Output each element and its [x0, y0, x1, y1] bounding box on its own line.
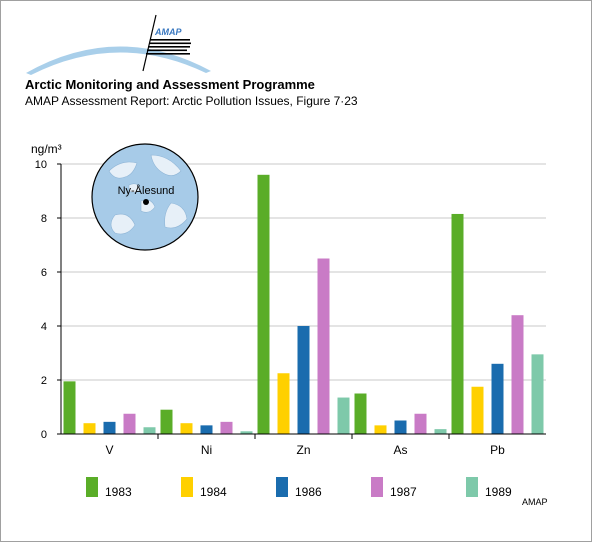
- x-category-label: As: [393, 443, 407, 457]
- header-title: Arctic Monitoring and Assessment Program…: [25, 77, 315, 92]
- bar-v-1989: [143, 427, 156, 434]
- legend-label-1987: 1987: [390, 485, 417, 499]
- bar-as-1983: [354, 393, 367, 434]
- station-label: Ny-Ålesund: [118, 184, 175, 197]
- bar-pb-1987: [511, 315, 524, 434]
- x-category-label: Ni: [201, 443, 212, 457]
- bar-as-1986: [394, 420, 407, 434]
- bar-zn-1983: [257, 174, 270, 435]
- legend-label-1983: 1983: [105, 485, 132, 499]
- legend: 1983 1984 1986 1987 1989: [86, 477, 512, 499]
- x-category-label: Pb: [490, 443, 505, 457]
- bar-v-1984: [83, 423, 96, 434]
- legend-label-1986: 1986: [295, 485, 322, 499]
- bar-ni-1983: [160, 409, 173, 434]
- y-tick-label: 10: [35, 159, 47, 171]
- map-landmass: [108, 154, 188, 235]
- legend-swatch-1986: [276, 477, 288, 497]
- station-marker: [143, 199, 149, 205]
- y-tick-label: 0: [41, 429, 47, 441]
- footer-credit: AMAP: [522, 497, 548, 507]
- bar-as-1984: [374, 425, 387, 434]
- arctic-map-inset: Ny-Ålesund: [91, 143, 199, 251]
- bar-pb-1986: [491, 363, 504, 434]
- bar-ni-1987: [220, 421, 233, 434]
- bars-layer: [63, 174, 544, 435]
- legend-swatch-1983: [86, 477, 98, 497]
- bar-zn-1987: [317, 258, 330, 434]
- legend-label-1984: 1984: [200, 485, 227, 499]
- bar-as-1987: [414, 413, 427, 434]
- legend-swatch-1984: [181, 477, 193, 497]
- bar-v-1986: [103, 421, 116, 434]
- legend-label-1989: 1989: [485, 485, 512, 499]
- bar-ni-1989: [240, 431, 253, 434]
- bar-v-1983: [63, 381, 76, 434]
- map-ocean: [91, 143, 199, 251]
- x-category-label: V: [105, 443, 113, 457]
- bar-zn-1989: [337, 397, 350, 434]
- y-tick-label: 8: [41, 213, 47, 225]
- legend-swatch-1989: [466, 477, 478, 497]
- x-category-label: Zn: [296, 443, 310, 457]
- y-tick-label: 2: [41, 375, 47, 387]
- logo-fine-print: [146, 39, 191, 55]
- y-tick-label: 6: [41, 267, 47, 279]
- y-tick-label: 4: [41, 321, 47, 333]
- legend-swatch-1987: [371, 477, 383, 497]
- bar-pb-1983: [451, 213, 464, 434]
- bar-pb-1989: [531, 354, 544, 434]
- logo-wordmark: AMAP: [154, 27, 182, 37]
- bar-pb-1984: [471, 386, 484, 434]
- header-subtitle: AMAP Assessment Report: Arctic Pollution…: [25, 94, 358, 108]
- amap-logo: AMAP: [26, 14, 211, 75]
- bar-as-1989: [434, 429, 447, 434]
- bar-v-1987: [123, 413, 136, 434]
- bar-zn-1986: [297, 326, 310, 434]
- y-axis-label: ng/m³: [31, 142, 62, 156]
- axis-layer: 0 2 4 6 8 10 V Ni Zn As Pb: [35, 159, 546, 457]
- bar-zn-1984: [277, 373, 290, 434]
- bar-ni-1984: [180, 423, 193, 434]
- bar-ni-1986: [200, 425, 213, 434]
